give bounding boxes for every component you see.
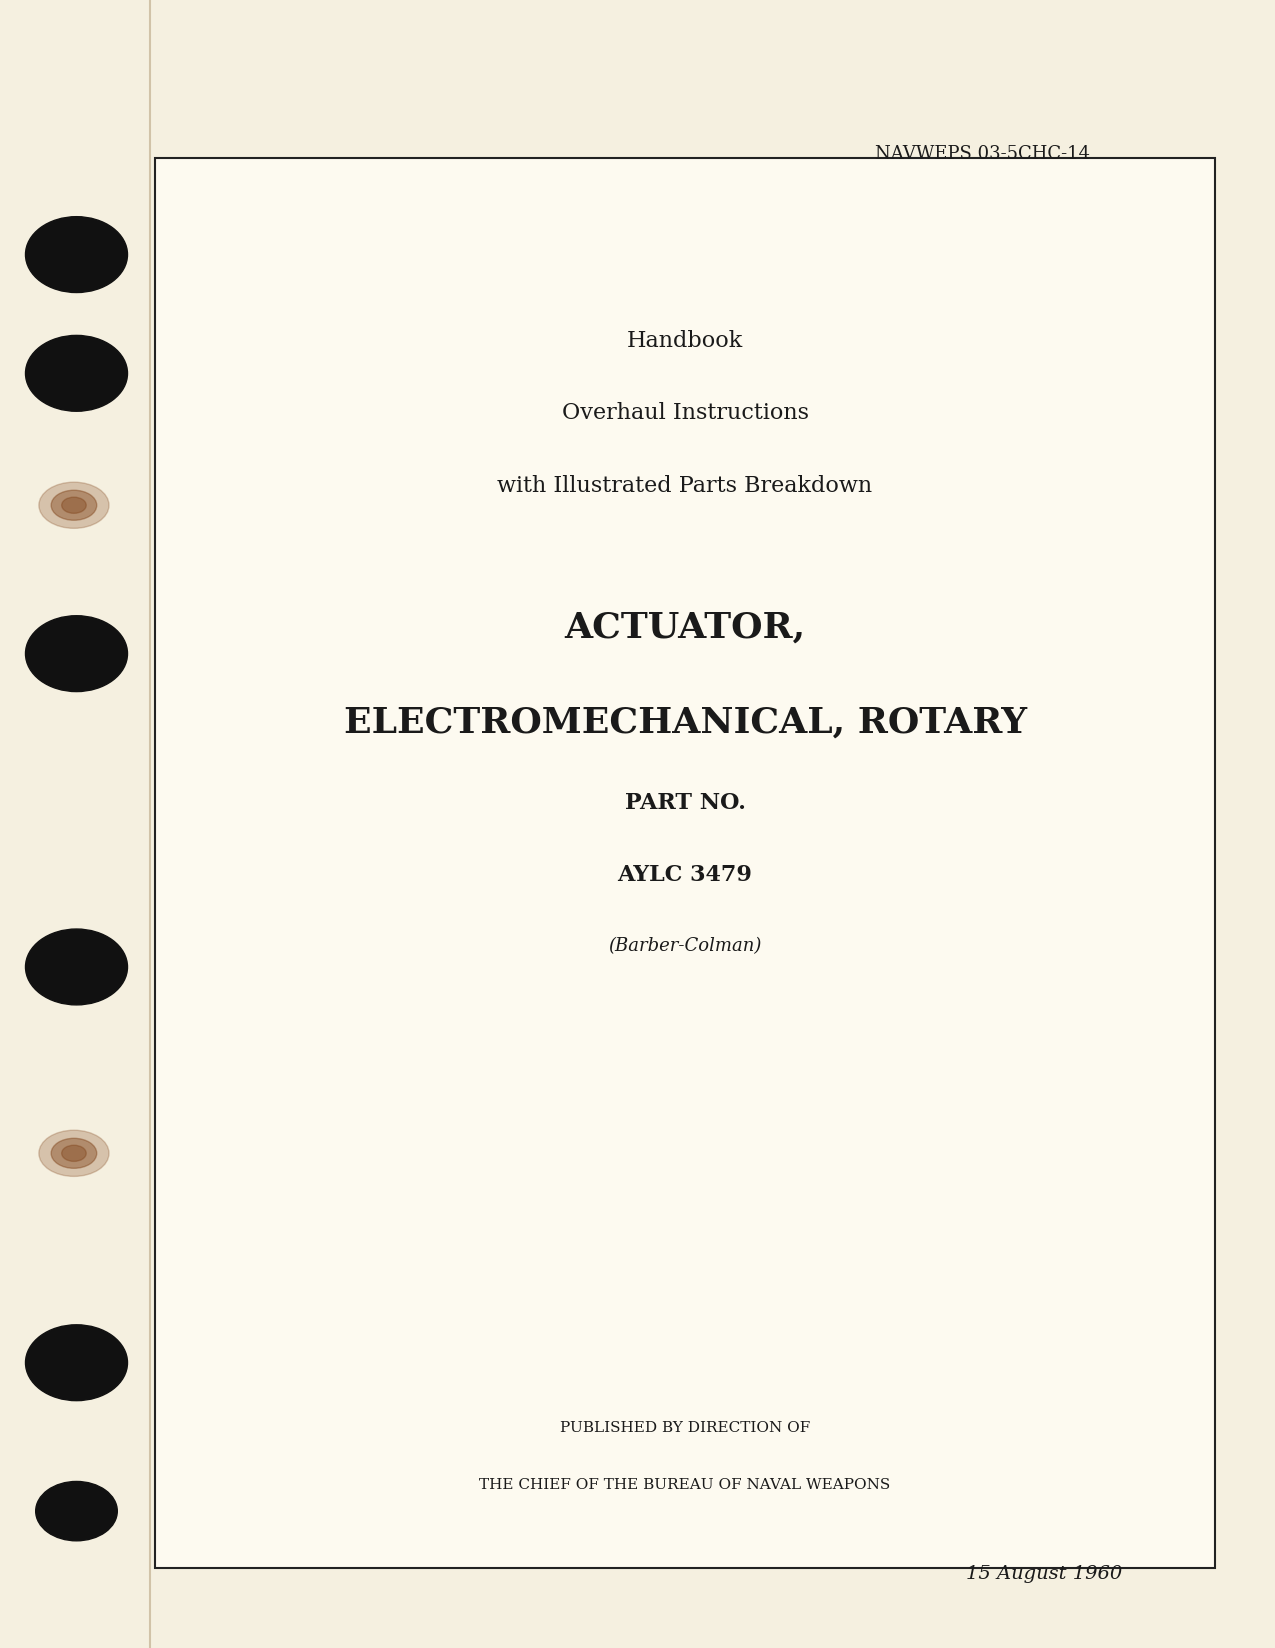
FancyBboxPatch shape	[156, 158, 1215, 1567]
Text: (Barber-Colman): (Barber-Colman)	[608, 936, 761, 954]
Ellipse shape	[61, 1145, 87, 1162]
Ellipse shape	[38, 1131, 108, 1177]
Ellipse shape	[26, 616, 128, 692]
Ellipse shape	[38, 483, 108, 529]
Text: ELECTROMECHANICAL, ROTARY: ELECTROMECHANICAL, ROTARY	[343, 705, 1026, 740]
Ellipse shape	[26, 929, 128, 1005]
Text: 15 August 1960: 15 August 1960	[965, 1564, 1122, 1582]
Ellipse shape	[36, 1482, 117, 1541]
Text: NAVWEPS 03-5CHC-14: NAVWEPS 03-5CHC-14	[875, 145, 1090, 163]
Ellipse shape	[61, 498, 87, 514]
Text: Handbook: Handbook	[627, 330, 743, 351]
Text: ACTUATOR,: ACTUATOR,	[565, 610, 806, 644]
Text: AYLC 3479: AYLC 3479	[617, 864, 752, 885]
Text: THE CHIEF OF THE BUREAU OF NAVAL WEAPONS: THE CHIEF OF THE BUREAU OF NAVAL WEAPONS	[479, 1477, 891, 1490]
Text: PUBLISHED BY DIRECTION OF: PUBLISHED BY DIRECTION OF	[560, 1421, 810, 1434]
Text: with Illustrated Parts Breakdown: with Illustrated Parts Breakdown	[497, 475, 872, 496]
Text: Overhaul Instructions: Overhaul Instructions	[561, 402, 808, 424]
Text: PART NO.: PART NO.	[625, 791, 746, 812]
Ellipse shape	[51, 1139, 97, 1168]
Ellipse shape	[26, 218, 128, 293]
Ellipse shape	[51, 491, 97, 521]
Ellipse shape	[26, 336, 128, 412]
Ellipse shape	[26, 1325, 128, 1401]
